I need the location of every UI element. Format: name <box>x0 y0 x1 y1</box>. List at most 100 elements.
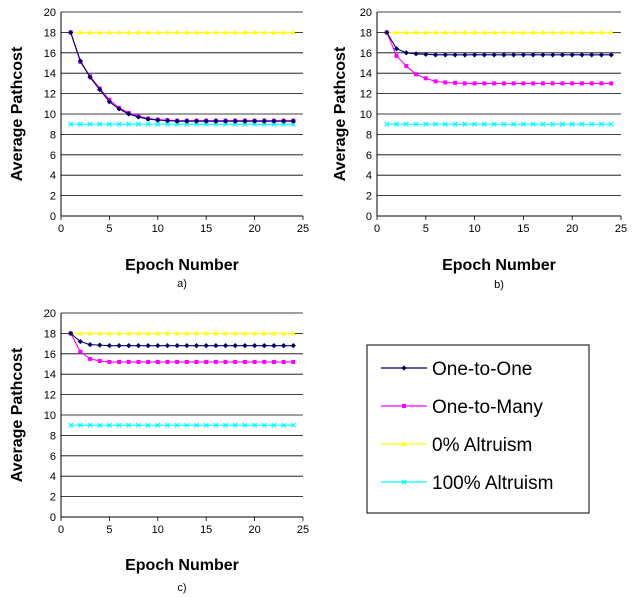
marker-one-to-many <box>233 359 238 364</box>
y-tick-label: 2 <box>50 492 56 504</box>
x-axis-label: Epoch Number <box>442 257 556 274</box>
marker-100-altruism <box>116 422 122 428</box>
legend-label: One-to-One <box>432 359 532 380</box>
series-one-to-one <box>68 29 296 124</box>
marker-one-to-many <box>194 359 199 364</box>
series-0-altruism <box>384 29 614 35</box>
marker-one-to-one <box>145 116 151 122</box>
marker-one-to-one <box>252 343 258 349</box>
marker-0-altruism <box>164 330 171 336</box>
marker-100-altruism <box>203 422 209 428</box>
marker-one-to-one <box>401 365 407 371</box>
marker-0-altruism <box>271 29 277 35</box>
marker-one-to-one <box>481 52 487 58</box>
y-tick-label: 10 <box>44 109 56 121</box>
marker-0-altruism <box>271 330 277 336</box>
marker-one-to-one <box>203 118 209 124</box>
marker-one-to-one <box>203 343 209 349</box>
y-tick-label: 0 <box>50 211 56 223</box>
marker-one-to-one <box>222 118 229 124</box>
marker-one-to-one <box>442 52 448 58</box>
marker-one-to-many <box>402 404 406 408</box>
marker-one-to-one <box>126 111 132 117</box>
marker-one-to-many <box>589 81 594 86</box>
y-tick-label: 8 <box>50 430 56 442</box>
panel-label: c) <box>177 582 186 594</box>
marker-0-altruism <box>589 29 595 35</box>
marker-0-altruism <box>126 330 132 336</box>
x-tick-label: 25 <box>615 223 627 235</box>
marker-100-altruism <box>106 121 113 127</box>
marker-100-altruism <box>97 121 103 127</box>
marker-100-altruism <box>413 121 419 127</box>
marker-100-altruism <box>155 121 161 127</box>
marker-one-to-one <box>290 118 296 124</box>
marker-0-altruism <box>97 29 103 35</box>
x-tick-label: 5 <box>423 223 429 235</box>
marker-one-to-one <box>68 29 74 35</box>
x-tick-label: 0 <box>58 524 64 536</box>
x-tick-label: 15 <box>517 223 529 235</box>
marker-one-to-one <box>213 343 219 349</box>
marker-0-altruism <box>550 29 556 35</box>
marker-one-to-one <box>184 118 190 124</box>
marker-0-altruism <box>203 29 209 35</box>
x-tick-label: 25 <box>297 223 309 235</box>
marker-one-to-one <box>462 52 468 58</box>
marker-one-to-one <box>261 118 267 124</box>
marker-one-to-one <box>193 118 200 124</box>
series-line-one-to-many <box>70 333 294 363</box>
marker-100-altruism <box>87 422 93 428</box>
marker-one-to-one <box>242 118 248 124</box>
x-tick-label: 25 <box>297 524 309 536</box>
y-tick-label: 6 <box>366 150 372 162</box>
marker-one-to-one <box>290 343 296 349</box>
marker-0-altruism <box>135 29 142 35</box>
marker-0-altruism <box>452 29 458 35</box>
marker-one-to-one <box>174 343 180 349</box>
marker-100-altruism <box>491 121 497 127</box>
marker-100-altruism <box>550 121 556 127</box>
marker-0-altruism <box>290 330 296 336</box>
marker-one-to-one <box>242 343 248 349</box>
marker-one-to-one <box>126 343 132 349</box>
y-tick-label: 4 <box>50 471 56 483</box>
marker-0-altruism <box>106 29 112 35</box>
marker-0-altruism <box>530 29 536 35</box>
marker-0-altruism <box>423 29 429 35</box>
marker-100-altruism <box>135 422 142 428</box>
marker-100-altruism <box>106 422 113 428</box>
marker-0-altruism <box>501 29 507 35</box>
marker-one-to-one <box>569 52 575 58</box>
y-tick-label: 4 <box>366 170 372 182</box>
marker-one-to-many <box>550 81 555 86</box>
marker-100-altruism <box>126 422 132 428</box>
marker-0-altruism <box>281 29 287 35</box>
marker-100-altruism <box>520 121 527 127</box>
marker-one-to-one <box>135 114 142 120</box>
marker-0-altruism <box>184 330 190 336</box>
marker-0-altruism <box>87 330 93 336</box>
marker-100-altruism <box>271 121 277 127</box>
marker-one-to-one <box>589 52 595 58</box>
marker-100-altruism <box>251 422 258 428</box>
marker-one-to-one <box>413 51 419 57</box>
marker-100-altruism <box>213 422 219 428</box>
marker-100-altruism <box>261 121 267 127</box>
marker-0-altruism <box>116 29 122 35</box>
marker-one-to-one <box>261 343 267 349</box>
legend: One-to-One One-to-Many 0% Altruism 100% Alt… <box>366 344 590 514</box>
marker-100-altruism <box>135 121 142 127</box>
marker-100-altruism <box>290 121 296 127</box>
y-tick-label: 12 <box>44 390 56 402</box>
marker-one-to-one <box>598 52 605 58</box>
marker-0-altruism <box>155 29 161 35</box>
marker-100-altruism <box>193 121 200 127</box>
series-one-to-many <box>384 30 614 86</box>
legend-label: One-to-Many <box>432 397 543 418</box>
series-0-altruism <box>68 29 296 35</box>
marker-0-altruism <box>242 330 248 336</box>
x-tick-label: 5 <box>106 524 112 536</box>
marker-one-to-one <box>501 52 507 58</box>
